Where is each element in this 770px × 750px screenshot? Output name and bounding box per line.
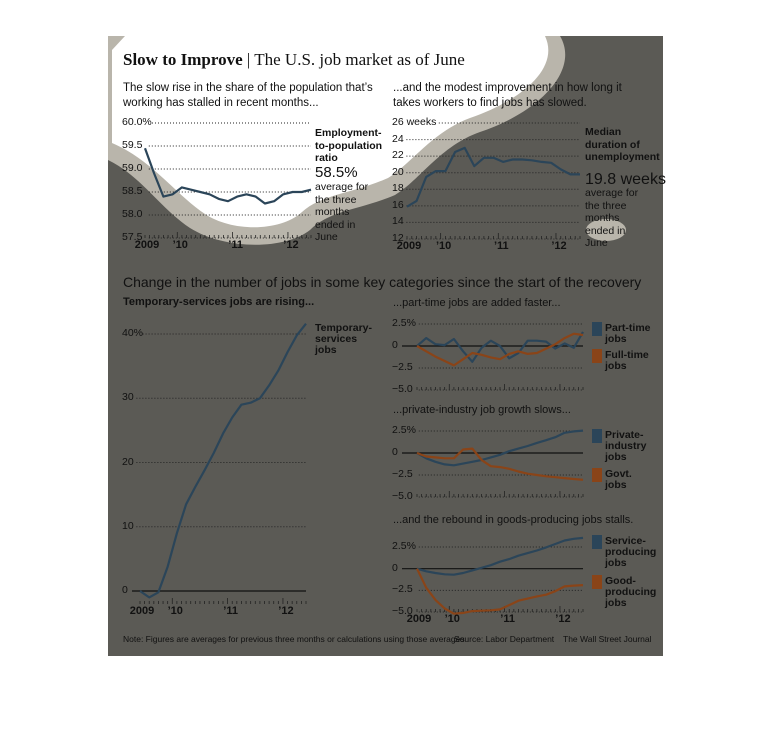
legend-goods: Good-producing jobs bbox=[605, 575, 657, 609]
dur-ytick-label: 22 bbox=[392, 149, 404, 162]
temp-ytick-label: 30 bbox=[122, 391, 134, 404]
serv-xtick-label: 2009 bbox=[406, 613, 432, 625]
legend-swatch-goods bbox=[592, 575, 602, 589]
dur-annotation-value: 19.8 weeks bbox=[585, 171, 666, 188]
serv-xtick-label: ’10 bbox=[444, 613, 460, 625]
temp-xtick-label: ’10 bbox=[167, 605, 183, 617]
pt-ytick-label: 2.5% bbox=[392, 317, 416, 329]
dur-series-line-0 bbox=[406, 146, 580, 208]
dur-xtick-label: 2009 bbox=[396, 240, 422, 252]
serv-ytick-label: 0 bbox=[392, 561, 398, 574]
emp-ytick-label: 60.0% bbox=[122, 116, 152, 128]
chart-emp-title: The slow rise in the share of the popula… bbox=[123, 82, 373, 109]
priv-ytick-label: −2.5 bbox=[392, 468, 413, 480]
pt-series-line-0 bbox=[416, 331, 584, 363]
dur-ytick-label: 24 bbox=[392, 132, 404, 145]
highlight-overlay bbox=[108, 36, 626, 245]
serv-ytick-label: −5.0 bbox=[392, 605, 413, 617]
dur-xtick-label: ’10 bbox=[435, 240, 452, 252]
temp-xtick-label: ’11 bbox=[223, 605, 238, 617]
dur-legend-label: Median duration of unemployment bbox=[585, 126, 660, 163]
priv-ytick-label: 2.5% bbox=[392, 424, 416, 436]
legend-full-time: Full-time jobs bbox=[605, 349, 649, 372]
emp-ytick-label: 58.5 bbox=[122, 185, 143, 197]
chart-temp-title: Temporary-services jobs are rising... bbox=[123, 296, 315, 308]
dur-ytick-label: 20 bbox=[392, 165, 404, 178]
serv-series-line-0 bbox=[416, 536, 584, 576]
emp-ytick-label: 57.5 bbox=[122, 231, 143, 243]
credit: The Wall Street Journal bbox=[563, 634, 652, 644]
temp-ytick-label: 10 bbox=[122, 519, 134, 532]
dur-xtick-label: ’11 bbox=[493, 240, 509, 252]
legend-govt: Govt. jobs bbox=[605, 468, 632, 491]
serv-xtick-label: ’11 bbox=[500, 613, 515, 625]
emp-legend-label: Employment-to-population ratio bbox=[315, 127, 383, 164]
emp-ytick-label: 59.5 bbox=[122, 139, 143, 151]
dur-ytick-label: 26 weeks bbox=[392, 116, 437, 128]
emp-ytick-label: 59.0 bbox=[122, 162, 143, 174]
priv-ytick-label: −5.0 bbox=[392, 490, 413, 502]
priv-series-line-0 bbox=[416, 429, 584, 467]
section-heading: Change in the number of jobs in some key… bbox=[123, 274, 642, 290]
serv-ytick-label: 2.5% bbox=[392, 540, 416, 552]
legend-swatch-private bbox=[592, 429, 602, 443]
legend-swatch-part-time bbox=[592, 322, 602, 336]
legend-private: Private-industry jobs bbox=[605, 429, 647, 463]
emp-xtick-label: ’11 bbox=[228, 239, 243, 251]
emp-ytick-label: 58.0 bbox=[122, 208, 143, 220]
legend-part-time: Part-time jobs bbox=[605, 322, 651, 345]
dur-annotation-caption: average for the three months ended in Ju… bbox=[585, 187, 639, 249]
legend-swatch-full-time bbox=[592, 349, 602, 363]
legend-swatch-govt bbox=[592, 468, 602, 482]
pt-series-line-1 bbox=[416, 332, 584, 367]
source: Source: Labor Department bbox=[454, 634, 555, 644]
serv-ytick-label: −2.5 bbox=[392, 583, 413, 596]
priv-series-line-1 bbox=[416, 447, 584, 481]
overlay-spot bbox=[586, 219, 626, 241]
emp-xtick-label: ’12 bbox=[283, 239, 299, 251]
temp-ytick-label: 20 bbox=[122, 455, 134, 468]
temp-legend-label: Temporary-services jobs bbox=[315, 322, 372, 356]
page-title: Slow to Improve | The U.S. job market as… bbox=[123, 50, 465, 69]
serv-series-line-1 bbox=[416, 568, 584, 615]
temp-xtick-label: 2009 bbox=[129, 605, 155, 617]
chart-dur-title: ...and the modest improvement in how lon… bbox=[393, 82, 622, 109]
emp-xtick-label: 2009 bbox=[134, 239, 160, 251]
dur-ytick-label: 12 bbox=[392, 232, 404, 244]
temp-series-line-0 bbox=[139, 323, 307, 599]
pt-ytick-label: 0 bbox=[392, 339, 398, 351]
emp-annotation-value: 58.5% bbox=[315, 164, 358, 181]
dur-ytick-label: 16 bbox=[392, 198, 404, 211]
pt-ytick-label: −2.5 bbox=[392, 361, 413, 373]
temp-xtick-label: ’12 bbox=[278, 605, 294, 617]
emp-annotation-caption: average for the three months ended in Ju… bbox=[315, 181, 369, 243]
legend-swatch-service bbox=[592, 535, 602, 549]
footnote: Note: Figures are averages for previous … bbox=[123, 634, 465, 644]
chart-priv-title: ...private-industry job growth slows... bbox=[393, 404, 571, 416]
dur-ytick-label: 14 bbox=[392, 215, 404, 228]
temp-ytick-label: 40% bbox=[122, 327, 144, 339]
dur-xtick-label: ’12 bbox=[551, 240, 567, 252]
pt-ytick-label: −5.0 bbox=[392, 383, 413, 395]
temp-ytick-label: 0 bbox=[122, 584, 128, 596]
chart-pt-title: ...part-time jobs are added faster... bbox=[393, 297, 561, 309]
emp-xtick-label: ’10 bbox=[172, 239, 188, 251]
legend-service: Service-producing jobs bbox=[605, 535, 657, 569]
chart-serv-title: ...and the rebound in goods-producing jo… bbox=[393, 514, 634, 526]
serv-xtick-label: ’12 bbox=[555, 613, 571, 625]
overlay-highlight bbox=[112, 36, 549, 228]
dur-ytick-label: 18 bbox=[392, 182, 404, 195]
emp-series-line-0 bbox=[143, 147, 312, 205]
priv-ytick-label: 0 bbox=[392, 446, 398, 458]
